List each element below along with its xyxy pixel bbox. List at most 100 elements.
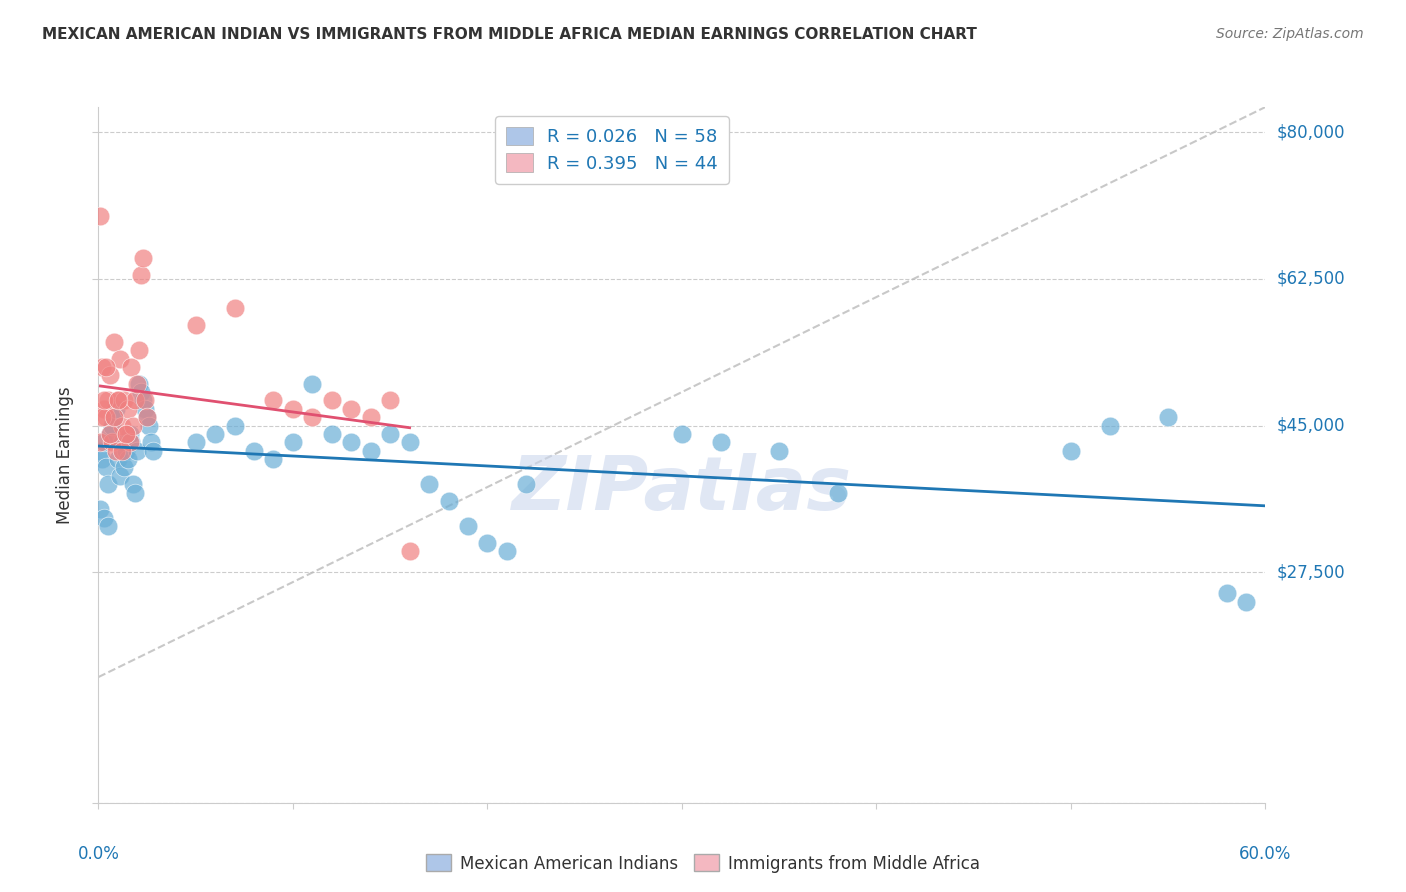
Point: [93, 435, 115, 450]
Point: [204, 427, 226, 442]
Point: [91, 452, 114, 467]
Text: ZIPatlas: ZIPatlas: [512, 453, 852, 526]
Point: [98, 427, 121, 442]
Point: [104, 401, 127, 416]
Point: [281, 435, 304, 450]
Point: [129, 268, 152, 282]
Point: [122, 477, 145, 491]
Point: [136, 410, 159, 425]
Point: [96, 359, 118, 374]
Point: [93, 510, 115, 524]
Point: [398, 544, 420, 558]
Point: [184, 435, 207, 450]
Point: [124, 393, 146, 408]
Point: [477, 536, 499, 550]
Point: [107, 393, 129, 408]
Point: [111, 418, 134, 433]
Point: [96, 410, 118, 425]
Point: [114, 443, 136, 458]
Point: [112, 460, 135, 475]
Point: [437, 494, 460, 508]
Point: [340, 435, 363, 450]
Point: [1157, 410, 1180, 425]
Point: [142, 443, 165, 458]
Point: [107, 452, 129, 467]
Point: [111, 435, 134, 450]
Point: [89, 435, 111, 450]
Point: [378, 393, 402, 408]
Point: [97, 519, 120, 533]
Point: [111, 443, 134, 458]
Point: [321, 393, 343, 408]
Point: [1060, 443, 1083, 458]
Point: [103, 410, 125, 425]
Point: [457, 519, 479, 533]
Point: [128, 376, 150, 391]
Point: [321, 427, 343, 442]
Point: [378, 427, 402, 442]
Point: [96, 460, 118, 475]
Point: [768, 443, 790, 458]
Point: [243, 443, 266, 458]
Point: [340, 401, 363, 416]
Point: [224, 301, 246, 316]
Point: [360, 443, 382, 458]
Point: [118, 427, 141, 442]
Point: [136, 410, 159, 425]
Y-axis label: Median Earnings: Median Earnings: [56, 386, 75, 524]
Point: [129, 385, 152, 400]
Text: $27,500: $27,500: [1277, 563, 1346, 582]
Point: [97, 477, 120, 491]
Point: [515, 477, 537, 491]
Point: [262, 393, 284, 408]
Point: [710, 435, 733, 450]
Point: [112, 393, 135, 408]
Point: [281, 401, 304, 416]
Point: [224, 418, 246, 433]
Text: 60.0%: 60.0%: [1239, 845, 1292, 863]
Point: [103, 410, 125, 425]
Point: [101, 435, 124, 450]
Point: [127, 443, 149, 458]
Point: [360, 410, 382, 425]
Text: $80,000: $80,000: [1277, 123, 1346, 141]
Point: [121, 435, 143, 450]
Point: [117, 452, 139, 467]
Point: [97, 393, 120, 408]
Point: [139, 435, 162, 450]
Text: $62,500: $62,500: [1277, 270, 1346, 288]
Point: [671, 427, 693, 442]
Point: [1215, 586, 1237, 600]
Point: [107, 393, 129, 408]
Text: $45,000: $45,000: [1277, 417, 1346, 434]
Text: MEXICAN AMERICAN INDIAN VS IMMIGRANTS FROM MIDDLE AFRICA MEDIAN EARNINGS CORRELA: MEXICAN AMERICAN INDIAN VS IMMIGRANTS FR…: [42, 27, 977, 42]
Text: Source: ZipAtlas.com: Source: ZipAtlas.com: [1216, 27, 1364, 41]
Point: [118, 435, 141, 450]
Point: [301, 376, 323, 391]
Point: [495, 544, 517, 558]
Point: [134, 393, 156, 408]
Point: [132, 251, 155, 265]
Point: [1234, 594, 1257, 608]
Point: [91, 359, 114, 374]
Point: [418, 477, 440, 491]
Point: [114, 427, 136, 442]
Point: [127, 376, 149, 391]
Point: [98, 427, 121, 442]
Point: [121, 359, 143, 374]
Point: [93, 393, 115, 408]
Point: [91, 410, 114, 425]
Point: [101, 418, 124, 433]
Point: [98, 368, 121, 383]
Point: [398, 435, 420, 450]
Text: 0.0%: 0.0%: [77, 845, 120, 863]
Point: [128, 343, 150, 358]
Point: [122, 418, 145, 433]
Point: [89, 209, 111, 223]
Point: [104, 443, 127, 458]
Point: [301, 410, 323, 425]
Point: [108, 351, 131, 366]
Legend: Mexican American Indians, Immigrants from Middle Africa: Mexican American Indians, Immigrants fro…: [419, 847, 987, 880]
Point: [138, 418, 160, 433]
Point: [827, 485, 849, 500]
